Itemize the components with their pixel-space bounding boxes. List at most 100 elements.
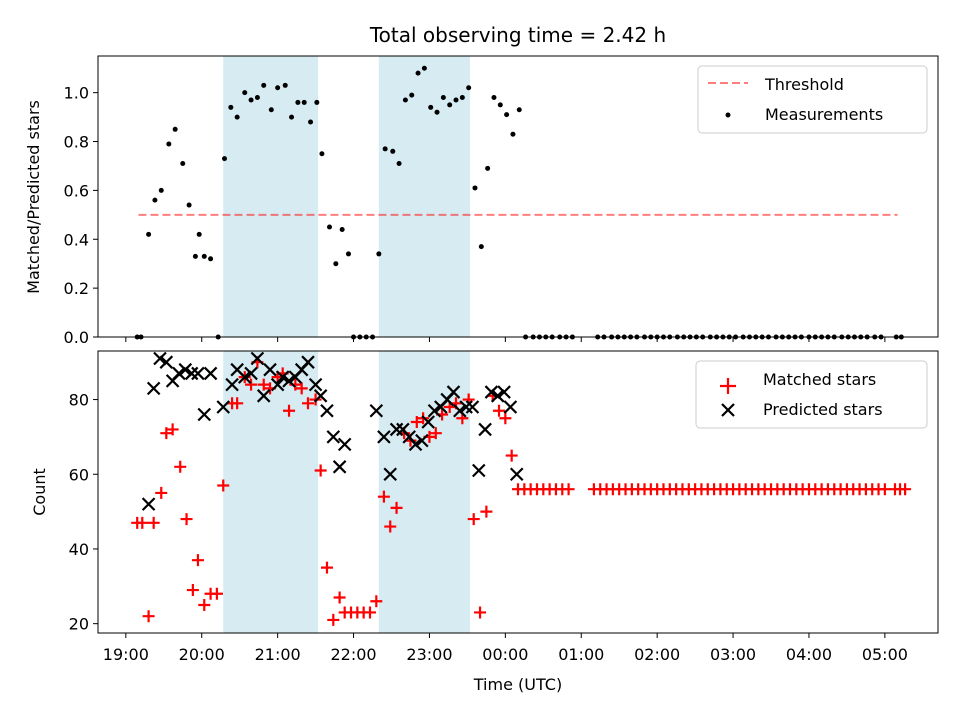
bottom-y-axis-label: Count — [30, 468, 49, 516]
top-legend-box — [697, 65, 928, 134]
predicted-star-point — [270, 377, 285, 392]
matched-star-point — [257, 378, 270, 391]
observing-interval-shade — [378, 56, 470, 337]
matched-star-point — [245, 378, 258, 391]
matched-star-point — [899, 483, 912, 496]
measurement-point — [201, 253, 207, 259]
measurement-point — [242, 90, 248, 96]
x-tick-label: 00:00 — [482, 645, 528, 664]
matched-star-point — [142, 610, 155, 623]
matched-star-point — [562, 483, 575, 496]
predicted-star-point — [503, 400, 518, 414]
x-tick-label: 01:00 — [558, 645, 604, 664]
y-tick-label: 0.0 — [64, 328, 89, 347]
predicted-star-point — [377, 430, 391, 444]
predicted-star-point — [337, 437, 352, 452]
predicted-star-point — [282, 374, 296, 388]
matched-star-point — [283, 404, 296, 417]
predicted-star-point — [146, 381, 161, 396]
y-tick-label: 0.8 — [64, 133, 89, 152]
measurement-point — [516, 107, 522, 113]
measurement-point — [208, 256, 214, 262]
measurement-point — [295, 99, 301, 105]
measurement-point — [186, 202, 192, 208]
matched-star-point — [186, 584, 199, 597]
matched-star-point — [410, 415, 423, 428]
matched-star-point — [191, 554, 204, 567]
measurement-point — [308, 119, 314, 125]
predicted-stars-points — [141, 351, 524, 511]
predicted-star-point — [421, 415, 435, 429]
top-y-axis: 0.0 0.2 0.4 0.6 0.8 1.0 — [64, 84, 98, 347]
measurement-point — [421, 65, 427, 71]
matched-star-point — [474, 606, 487, 619]
matched-star-point — [370, 595, 383, 608]
measurement-point — [396, 161, 402, 167]
x-tick-label: 23:00 — [406, 645, 452, 664]
matched-star-point — [155, 486, 168, 499]
bottom-shaded-regions — [223, 351, 470, 633]
predicted-star-point — [320, 403, 334, 418]
measurement-point — [345, 251, 351, 257]
y-tick-label: 80 — [69, 391, 89, 410]
measurement-point — [248, 97, 254, 103]
top-shaded-regions — [223, 56, 470, 337]
y-tick-label: 20 — [69, 615, 89, 634]
matched-star-point — [327, 613, 340, 626]
measurement-point — [428, 104, 434, 110]
matched-star-point — [505, 449, 518, 462]
bottom-legend: Matched stars Predicted stars — [695, 360, 928, 429]
predicted-star-point — [453, 403, 467, 418]
matched-star-point — [295, 382, 308, 395]
x-tick-label: 03:00 — [710, 645, 756, 664]
matched-star-point — [384, 520, 397, 533]
predicted-legend-swatch — [721, 403, 735, 417]
measurement-point — [327, 224, 333, 230]
top-x-ticks — [125, 337, 886, 342]
predicted-star-point — [153, 351, 167, 366]
predicted-star-point — [256, 389, 271, 403]
top-plot-frame — [97, 55, 939, 338]
x-tick-label: 19:00 — [103, 645, 149, 664]
predicted-star-point — [172, 366, 186, 381]
matched-star-point — [166, 423, 179, 436]
measurement-point — [146, 231, 152, 237]
top-y-axis-label: Matched/Predicted stars — [24, 100, 43, 294]
predicted-star-point — [459, 400, 473, 414]
predicted-star-point — [184, 366, 199, 381]
observing-interval-shade — [378, 351, 470, 633]
x-tick-label: 02:00 — [634, 645, 680, 664]
matched-star-point — [302, 397, 314, 410]
predicted-star-point — [509, 467, 524, 482]
y-tick-label: 0.6 — [64, 181, 89, 200]
matched-star-point — [499, 412, 512, 425]
top-panel: 0.0 0.2 0.4 0.6 0.8 1.0 Matched/Predicted sta… — [24, 55, 939, 347]
y-tick-label: 0.2 — [64, 279, 89, 298]
chart-title: Total observing time = 2.42 h — [369, 23, 666, 47]
measurement-point — [390, 148, 396, 154]
threshold-legend-label: Threshold — [764, 75, 844, 94]
predicted-star-point — [263, 362, 277, 377]
measurement-point — [158, 187, 164, 193]
measurement-point — [415, 70, 421, 76]
y-tick-label: 40 — [69, 540, 89, 559]
measurement-point — [180, 161, 186, 167]
matched-star-point — [333, 591, 346, 604]
predicted-star-point — [332, 460, 347, 474]
bottom-panel: 19:00 20:00 21:00 22:00 23:00 00:00 01:00 02:00… — [30, 350, 939, 694]
bottom-legend-box — [695, 360, 928, 429]
predicted-star-point — [313, 389, 328, 403]
measurement-point — [409, 92, 415, 98]
y-tick-label: 0.4 — [64, 230, 89, 249]
matched-star-point — [493, 404, 506, 417]
measurements-legend-swatch — [725, 112, 731, 118]
predicted-star-point — [484, 385, 499, 399]
matched-star-point — [198, 598, 211, 611]
predicted-star-point — [369, 403, 384, 418]
measurement-points — [134, 65, 904, 340]
matched-star-point — [180, 513, 193, 526]
measurement-point — [333, 261, 339, 267]
measurement-point — [485, 165, 491, 171]
x-tick-label: 20:00 — [179, 645, 225, 664]
